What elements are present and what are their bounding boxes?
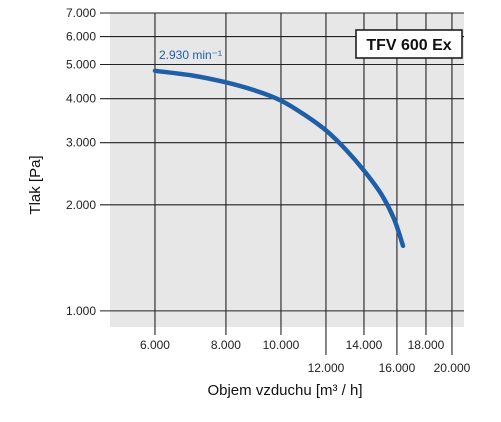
y-tick-label: 4.000 (66, 92, 96, 106)
plot-background (110, 13, 464, 327)
x-tick-label: 18.000 (408, 338, 445, 352)
y-tick-labels: 1.000 2.000 3.000 4.000 5.000 6.000 7.000 (66, 6, 96, 318)
x-tick-label: 14.000 (346, 338, 383, 352)
y-axis-label: Tlak [Pa] (27, 155, 44, 214)
x-tick-label: 8.000 (211, 338, 241, 352)
y-tick-label: 5.000 (66, 58, 96, 72)
x-tick-label: 20.000 (434, 361, 471, 375)
x-tick-label: 12.000 (308, 361, 345, 375)
y-tick-label: 3.000 (66, 136, 96, 150)
y-tick-label: 1.000 (66, 304, 96, 318)
y-tick-label: 7.000 (66, 6, 96, 20)
grid-lines (100, 12, 464, 355)
y-tick-label: 2.000 (66, 198, 96, 212)
x-tick-label: 16.000 (379, 361, 416, 375)
x-tick-label: 6.000 (140, 338, 170, 352)
series-label: 2.930 min⁻¹ (159, 48, 222, 62)
title-box: TFV 600 Ex (355, 29, 463, 59)
series-line (152, 68, 406, 249)
x-tick-label: 10.000 (263, 338, 300, 352)
y-tick-label: 6.000 (66, 30, 96, 44)
chart-title: TFV 600 Ex (366, 37, 451, 54)
x-axis-label: Objem vzduchu [m³ / h] (207, 382, 362, 399)
